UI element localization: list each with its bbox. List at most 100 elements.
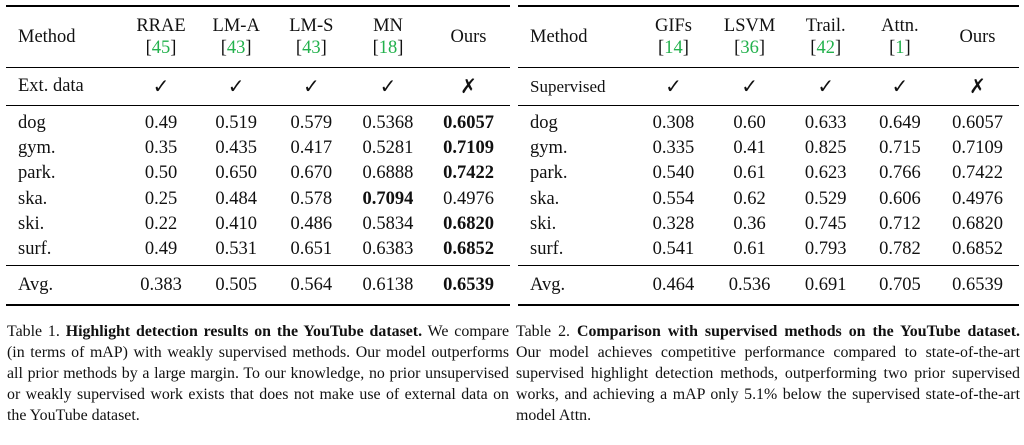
column-name: Trail. <box>805 16 846 36</box>
value-cell: 0.6888 <box>362 163 414 184</box>
best-value-cell: 0.7422 <box>443 163 494 184</box>
row-label: park. <box>18 163 56 184</box>
column-header: Trail. [42] <box>788 15 864 59</box>
value-cell: 0.410 <box>215 213 257 234</box>
column-header: LM-A [43] <box>199 15 274 59</box>
value-cell: 0.529 <box>804 188 847 209</box>
table-2-caption: Table 2. Comparison with supervised meth… <box>516 321 1020 426</box>
value-cell: 0.61 <box>733 239 766 260</box>
value-cell: 0.6057 <box>952 113 1003 134</box>
check-mark: ✓ <box>379 76 397 98</box>
table-2: Method GIFs [14] LSVM [36] Trail. [42] A… <box>518 5 1019 307</box>
value-cell: 0.464 <box>652 274 695 295</box>
row-label: ska. <box>530 188 560 209</box>
value-cell: 0.554 <box>652 188 695 209</box>
table-1: Method RRAE [45] LM-A [43] LM-S [43] MN … <box>6 5 510 307</box>
citation-link[interactable]: 18 <box>378 38 398 58</box>
table-row: ska. 0.25 0.484 0.578 0.7094 0.4976 <box>6 187 510 212</box>
column-name: MN <box>373 16 403 36</box>
row-label: surf. <box>18 239 52 260</box>
row-label: ski. <box>530 213 557 234</box>
value-cell: 0.486 <box>290 213 333 234</box>
table-2-header: Method GIFs [14] LSVM [36] Trail. [42] A… <box>518 7 1019 68</box>
citation-link[interactable]: 36 <box>740 38 759 58</box>
value-cell: 0.60 <box>733 113 766 134</box>
column-header: RRAE [45] <box>123 15 198 59</box>
column-citation: [18] <box>372 38 404 58</box>
row-label: gym. <box>530 138 568 159</box>
value-cell: 0.650 <box>215 163 257 184</box>
value-cell: 0.4976 <box>952 188 1003 209</box>
value-cell: 0.484 <box>215 188 257 209</box>
row-label: ski. <box>18 213 45 234</box>
column-header: Attn. [1] <box>864 15 936 59</box>
cross-mark: ✗ <box>969 76 986 98</box>
citation-link[interactable]: 1 <box>895 38 905 58</box>
table-row: gym. 0.335 0.41 0.825 0.715 0.7109 <box>518 136 1019 161</box>
value-cell: 0.579 <box>290 113 333 134</box>
check-mark: ✓ <box>227 76 245 98</box>
value-cell: 0.22 <box>144 213 178 234</box>
column-name: LM-A <box>212 16 260 36</box>
row-label: Avg. <box>18 274 54 295</box>
check-mark: ✓ <box>665 76 682 98</box>
value-cell: 0.606 <box>879 188 921 209</box>
value-cell: 0.308 <box>652 113 695 134</box>
best-value-cell: 0.6820 <box>443 213 494 234</box>
table-1-caption: Table 1. Highlight detection results on … <box>7 321 509 426</box>
value-cell: 0.62 <box>733 188 766 209</box>
value-cell: 0.6138 <box>362 274 414 295</box>
citation-link[interactable]: 43 <box>302 38 321 58</box>
best-value-cell: 0.6852 <box>443 239 494 260</box>
value-cell: 0.540 <box>652 163 695 184</box>
column-citation: [14] <box>658 38 689 58</box>
method-header: Method <box>18 27 76 47</box>
table-row: park. 0.50 0.650 0.670 0.6888 0.7422 <box>6 161 510 186</box>
row-label: dog <box>530 113 558 134</box>
table-row: dog 0.308 0.60 0.633 0.649 0.6057 <box>518 111 1019 136</box>
table-row: surf. 0.49 0.531 0.651 0.6383 0.6852 <box>6 237 510 262</box>
citation-link[interactable]: 45 <box>151 38 171 58</box>
caption-prefix: Table 1. <box>7 323 60 340</box>
caption-title: Comparison with supervised methods on th… <box>577 323 1020 340</box>
caption-text: Our model achieves competitive performan… <box>516 344 1020 424</box>
value-cell: 0.328 <box>652 213 695 234</box>
table-row: gym. 0.35 0.435 0.417 0.5281 0.7109 <box>6 136 510 161</box>
caption-title: Highlight detection results on the YouTu… <box>65 323 423 340</box>
supervised-row: Supervised ✓ ✓ ✓ ✓ ✗ <box>518 68 1019 106</box>
citation-link[interactable]: 43 <box>226 38 246 58</box>
value-cell: 0.6383 <box>362 239 414 260</box>
value-cell: 0.793 <box>804 239 847 260</box>
ext-data-row: Ext. data ✓ ✓ ✓ ✓ ✗ <box>6 68 510 106</box>
row-label: surf. <box>530 239 564 260</box>
value-cell: 0.505 <box>215 274 257 295</box>
avg-row: Avg. 0.383 0.505 0.564 0.6138 0.6539 <box>6 266 510 304</box>
value-cell: 0.745 <box>804 213 847 234</box>
row-label: Avg. <box>530 274 566 295</box>
table-2-body: dog 0.308 0.60 0.633 0.649 0.6057 gym. 0… <box>518 106 1019 267</box>
column-header: LSVM [36] <box>712 15 788 59</box>
citation-link[interactable]: 42 <box>816 38 835 58</box>
value-cell: 0.649 <box>879 113 921 134</box>
cross-mark: ✗ <box>460 76 477 98</box>
column-header: Ours <box>427 26 510 48</box>
caption-text: We compare (in terms of mAP) with weakly… <box>7 323 509 424</box>
column-name: GIFs <box>654 16 692 36</box>
check-mark: ✓ <box>817 76 835 98</box>
value-cell: 0.6852 <box>952 239 1003 260</box>
row-label: Supervised <box>530 76 606 96</box>
value-cell: 0.651 <box>290 239 333 260</box>
row-label: ska. <box>18 188 48 209</box>
row-label: dog <box>18 113 46 134</box>
avg-row: Avg. 0.464 0.536 0.691 0.705 0.6539 <box>518 266 1019 304</box>
value-cell: 0.50 <box>144 163 178 184</box>
best-value-cell: 0.6057 <box>443 113 494 134</box>
column-name: Ours <box>959 27 996 47</box>
value-cell: 0.49 <box>144 239 178 260</box>
value-cell: 0.766 <box>879 163 921 184</box>
value-cell: 0.712 <box>879 213 921 234</box>
citation-link[interactable]: 14 <box>664 38 683 58</box>
value-cell: 0.623 <box>804 163 847 184</box>
value-cell: 0.7109 <box>952 138 1003 159</box>
check-mark: ✓ <box>152 76 170 98</box>
